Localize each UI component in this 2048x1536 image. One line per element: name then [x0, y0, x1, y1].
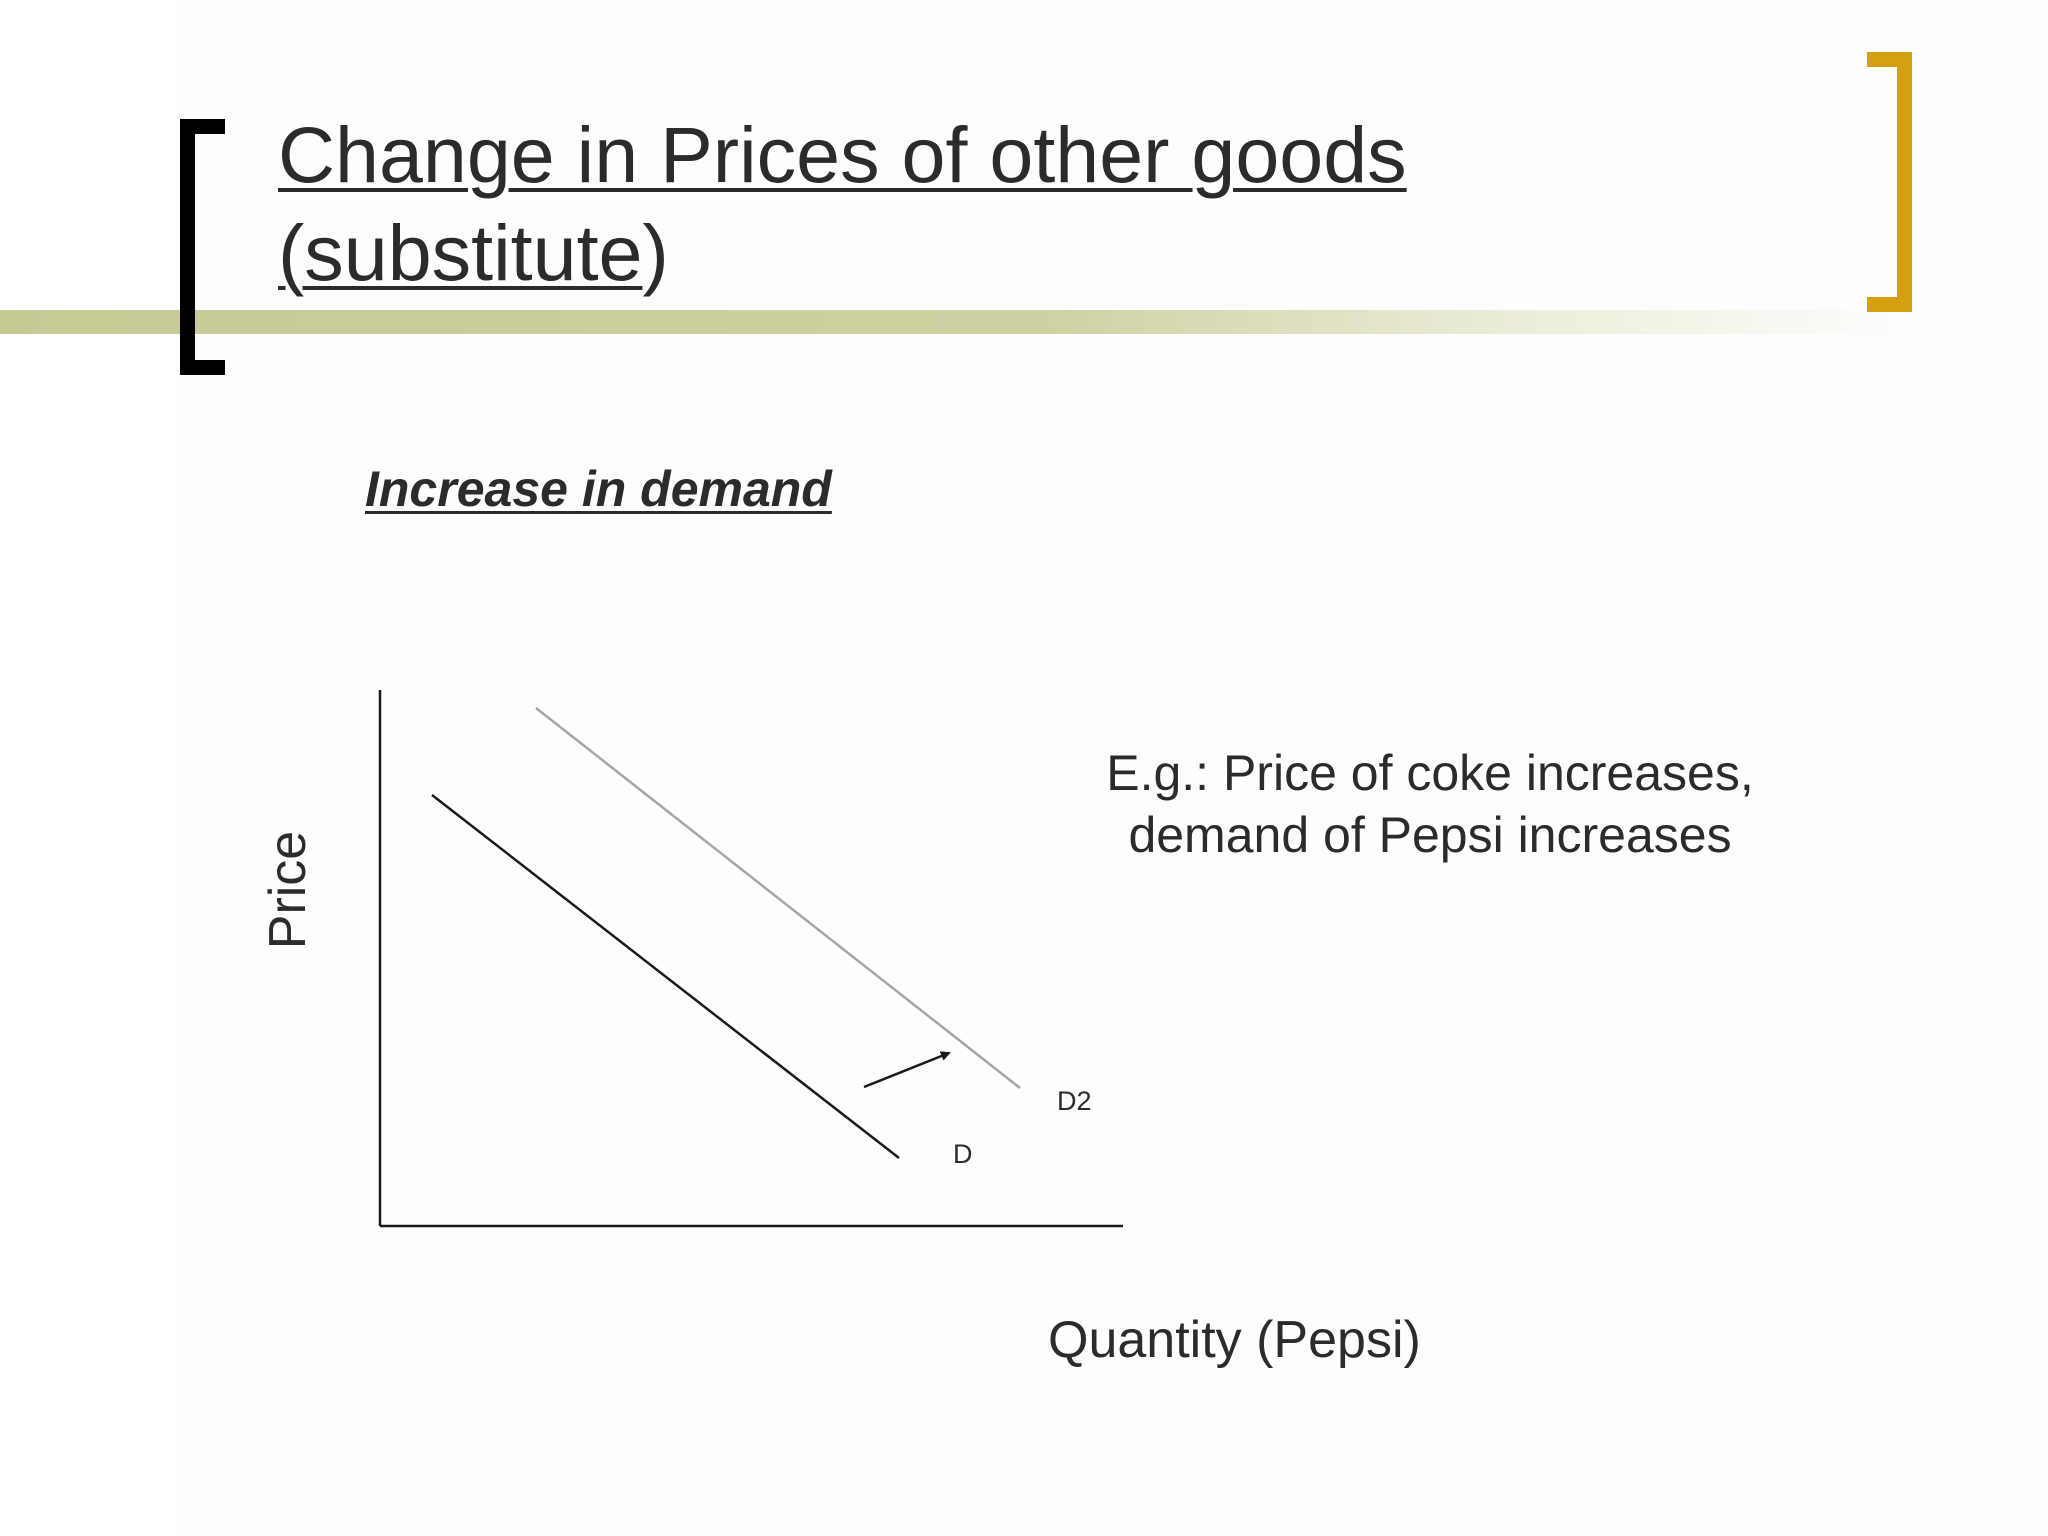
subtitle: Increase in demand: [365, 461, 832, 517]
slide-title-line-2-end: ): [642, 208, 669, 297]
accent-bar: [0, 310, 1900, 334]
slide-title-line-1: Change in Prices of other goods: [278, 110, 1407, 199]
example-line-1: E.g.: Price of coke increases,: [1106, 745, 1754, 801]
example-line-2: demand of Pepsi increases: [1128, 807, 1732, 863]
x-axis-label: Quantity (Pepsi): [1048, 1311, 1421, 1369]
slide-title: Change in Prices of other goods (substit…: [278, 106, 1728, 302]
left-bracket-decoration: [180, 119, 225, 375]
example-text: E.g.: Price of coke increases, demand of…: [1000, 742, 1860, 866]
slide-content-panel: [176, 0, 2048, 1536]
y-axis-label: Price: [259, 830, 317, 950]
slide-title-line-2: (substitute: [278, 208, 643, 297]
right-bracket-decoration: [1867, 52, 1912, 312]
